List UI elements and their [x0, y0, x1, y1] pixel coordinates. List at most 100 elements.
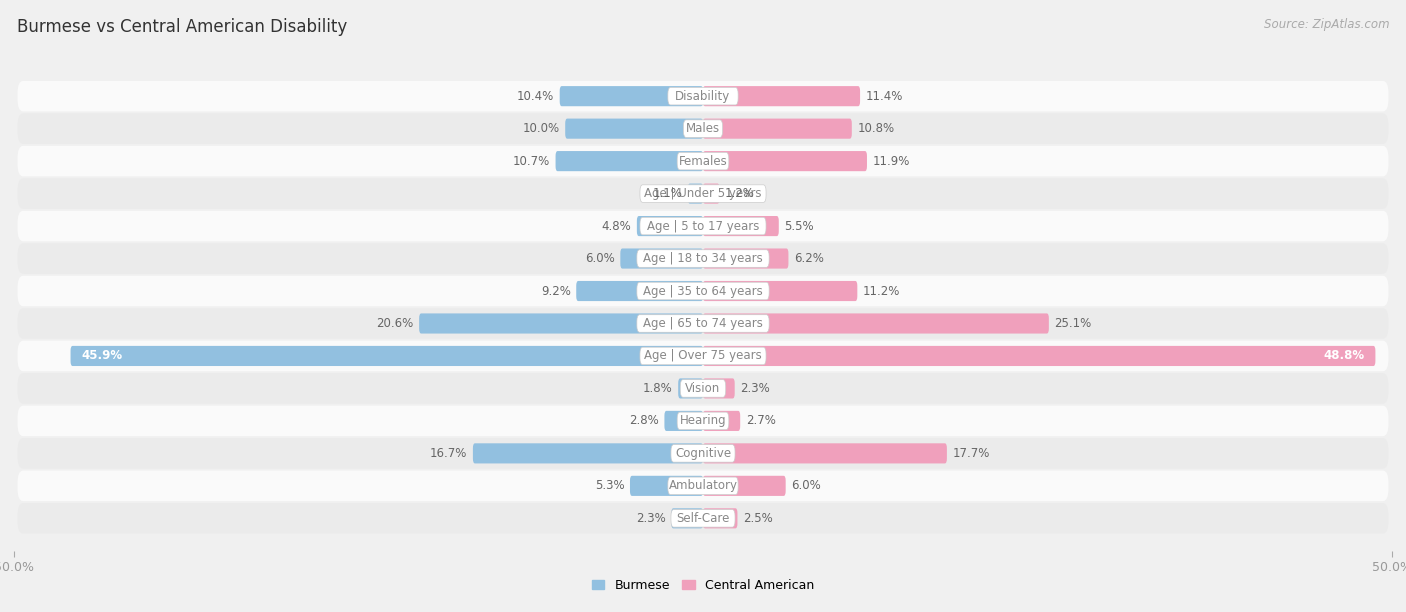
FancyBboxPatch shape	[472, 443, 703, 463]
FancyBboxPatch shape	[640, 217, 766, 235]
FancyBboxPatch shape	[17, 178, 1389, 209]
FancyBboxPatch shape	[17, 113, 1389, 144]
Text: 45.9%: 45.9%	[82, 349, 122, 362]
FancyBboxPatch shape	[703, 313, 1049, 334]
Text: 11.4%: 11.4%	[866, 90, 903, 103]
Text: 1.2%: 1.2%	[725, 187, 755, 200]
FancyBboxPatch shape	[17, 211, 1389, 241]
FancyBboxPatch shape	[665, 411, 703, 431]
FancyBboxPatch shape	[671, 508, 703, 528]
Text: 1.1%: 1.1%	[652, 187, 682, 200]
FancyBboxPatch shape	[703, 151, 868, 171]
FancyBboxPatch shape	[703, 281, 858, 301]
FancyBboxPatch shape	[17, 341, 1389, 371]
FancyBboxPatch shape	[703, 411, 740, 431]
Text: Age | Over 75 years: Age | Over 75 years	[644, 349, 762, 362]
FancyBboxPatch shape	[683, 120, 723, 138]
Text: 2.3%: 2.3%	[740, 382, 770, 395]
Text: 10.7%: 10.7%	[513, 155, 550, 168]
Text: Age | 18 to 34 years: Age | 18 to 34 years	[643, 252, 763, 265]
Text: 2.5%: 2.5%	[742, 512, 773, 525]
Text: Age | Under 5 years: Age | Under 5 years	[644, 187, 762, 200]
FancyBboxPatch shape	[17, 81, 1389, 111]
Text: Burmese vs Central American Disability: Burmese vs Central American Disability	[17, 18, 347, 36]
FancyBboxPatch shape	[703, 216, 779, 236]
FancyBboxPatch shape	[703, 508, 738, 528]
FancyBboxPatch shape	[630, 476, 703, 496]
FancyBboxPatch shape	[703, 346, 1375, 366]
FancyBboxPatch shape	[637, 216, 703, 236]
Text: 6.0%: 6.0%	[792, 479, 821, 492]
FancyBboxPatch shape	[70, 346, 703, 366]
Text: 17.7%: 17.7%	[952, 447, 990, 460]
FancyBboxPatch shape	[681, 379, 725, 397]
FancyBboxPatch shape	[703, 184, 720, 204]
Text: 9.2%: 9.2%	[541, 285, 571, 297]
Text: Females: Females	[679, 155, 727, 168]
FancyBboxPatch shape	[637, 250, 769, 267]
FancyBboxPatch shape	[17, 146, 1389, 176]
FancyBboxPatch shape	[576, 281, 703, 301]
FancyBboxPatch shape	[703, 119, 852, 139]
Text: 2.8%: 2.8%	[628, 414, 659, 427]
FancyBboxPatch shape	[678, 378, 703, 398]
FancyBboxPatch shape	[555, 151, 703, 171]
Text: 48.8%: 48.8%	[1323, 349, 1364, 362]
Text: 20.6%: 20.6%	[377, 317, 413, 330]
FancyBboxPatch shape	[668, 477, 738, 494]
FancyBboxPatch shape	[637, 282, 769, 300]
Text: Males: Males	[686, 122, 720, 135]
Text: 11.9%: 11.9%	[873, 155, 910, 168]
Text: Self-Care: Self-Care	[676, 512, 730, 525]
Text: 11.2%: 11.2%	[863, 285, 900, 297]
Text: Hearing: Hearing	[679, 414, 727, 427]
FancyBboxPatch shape	[17, 373, 1389, 404]
FancyBboxPatch shape	[640, 347, 766, 365]
Text: 10.8%: 10.8%	[858, 122, 894, 135]
FancyBboxPatch shape	[17, 406, 1389, 436]
Text: 2.7%: 2.7%	[745, 414, 776, 427]
FancyBboxPatch shape	[668, 88, 738, 105]
FancyBboxPatch shape	[703, 86, 860, 106]
Text: 4.8%: 4.8%	[602, 220, 631, 233]
FancyBboxPatch shape	[703, 443, 946, 463]
FancyBboxPatch shape	[703, 248, 789, 269]
FancyBboxPatch shape	[637, 315, 769, 332]
Text: 6.0%: 6.0%	[585, 252, 614, 265]
Text: 5.3%: 5.3%	[595, 479, 624, 492]
FancyBboxPatch shape	[17, 471, 1389, 501]
FancyBboxPatch shape	[565, 119, 703, 139]
Text: Ambulatory: Ambulatory	[668, 479, 738, 492]
FancyBboxPatch shape	[703, 378, 735, 398]
FancyBboxPatch shape	[560, 86, 703, 106]
FancyBboxPatch shape	[17, 244, 1389, 274]
FancyBboxPatch shape	[17, 503, 1389, 534]
Text: 2.3%: 2.3%	[636, 512, 666, 525]
FancyBboxPatch shape	[17, 438, 1389, 469]
FancyBboxPatch shape	[640, 185, 766, 203]
FancyBboxPatch shape	[17, 276, 1389, 306]
Legend: Burmese, Central American: Burmese, Central American	[586, 574, 820, 597]
Text: 25.1%: 25.1%	[1054, 317, 1091, 330]
FancyBboxPatch shape	[620, 248, 703, 269]
Text: 6.2%: 6.2%	[794, 252, 824, 265]
Text: 16.7%: 16.7%	[430, 447, 467, 460]
Text: Source: ZipAtlas.com: Source: ZipAtlas.com	[1264, 18, 1389, 31]
FancyBboxPatch shape	[671, 510, 735, 527]
FancyBboxPatch shape	[688, 184, 703, 204]
FancyBboxPatch shape	[703, 476, 786, 496]
Text: 5.5%: 5.5%	[785, 220, 814, 233]
Text: Vision: Vision	[685, 382, 721, 395]
Text: Age | 65 to 74 years: Age | 65 to 74 years	[643, 317, 763, 330]
FancyBboxPatch shape	[17, 308, 1389, 339]
Text: 1.8%: 1.8%	[643, 382, 672, 395]
FancyBboxPatch shape	[419, 313, 703, 334]
FancyBboxPatch shape	[671, 444, 735, 462]
Text: Age | 35 to 64 years: Age | 35 to 64 years	[643, 285, 763, 297]
FancyBboxPatch shape	[678, 412, 728, 430]
Text: Cognitive: Cognitive	[675, 447, 731, 460]
FancyBboxPatch shape	[678, 152, 728, 170]
Text: Disability: Disability	[675, 90, 731, 103]
Text: 10.0%: 10.0%	[523, 122, 560, 135]
Text: Age | 5 to 17 years: Age | 5 to 17 years	[647, 220, 759, 233]
